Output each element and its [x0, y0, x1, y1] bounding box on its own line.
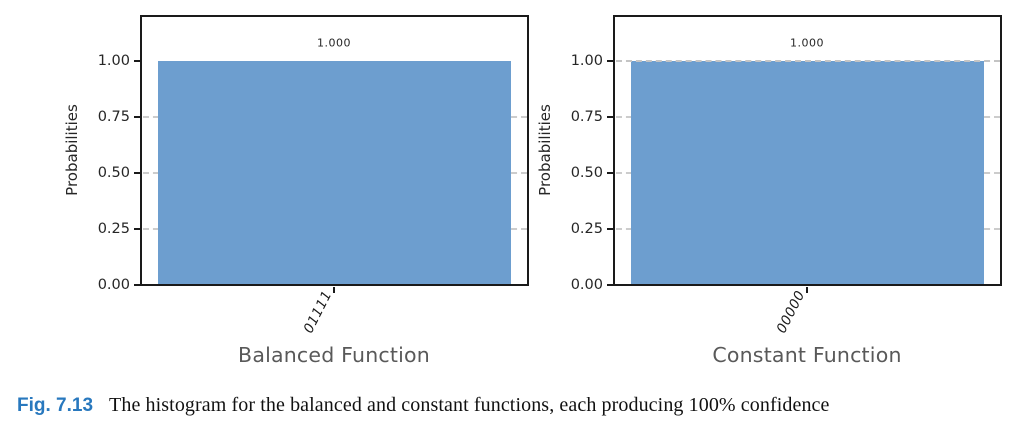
y-tick-mark [134, 60, 141, 62]
bar-value-label: 1.000 [790, 36, 824, 50]
y-tick-mark [607, 228, 614, 230]
plot-frame [613, 15, 1002, 286]
x-axis-title: Balanced Function [238, 343, 430, 367]
gridline-1-00 [616, 60, 1000, 62]
y-tick-label: 0.75 [570, 109, 603, 125]
bar-value-label: 1.000 [317, 36, 351, 50]
figure-caption-text: The histogram for the balanced and const… [109, 394, 830, 416]
y-tick-label: 0.50 [97, 165, 130, 181]
y-tick-mark [134, 116, 141, 118]
x-tick-mark [333, 287, 335, 293]
y-tick-label: 0.00 [97, 277, 130, 293]
y-tick-mark [134, 172, 141, 174]
y-tick-mark [134, 284, 141, 286]
x-tick-mark [806, 287, 808, 293]
x-axis-title: Constant Function [712, 343, 902, 367]
y-tick-label: 0.25 [97, 221, 130, 237]
y-tick-label: 0.25 [570, 221, 603, 237]
x-tick-label: 01111 [300, 288, 336, 336]
y-tick-mark [607, 60, 614, 62]
y-tick-mark [607, 116, 614, 118]
y-tick-mark [134, 228, 141, 230]
constant-function-chart: Probabilities 1.00 0.75 0.50 0.25 0.00 1… [473, 0, 1013, 392]
y-tick-label: 0.00 [570, 277, 603, 293]
y-axis-label: Probabilities [536, 104, 554, 196]
figure-caption-label: Fig. 7.13 [17, 395, 94, 416]
figure-caption: Fig. 7.13 The histogram for the balanced … [17, 394, 1007, 417]
y-tick-label: 0.50 [570, 165, 603, 181]
balanced-function-chart: Probabilities 1.00 0.75 0.50 0.25 0.00 1… [0, 0, 540, 392]
y-tick-label: 1.00 [570, 53, 603, 69]
plot-frame [140, 15, 529, 286]
probability-bar [158, 61, 511, 286]
probability-bar [631, 61, 984, 286]
x-tick-label: 00000 [773, 288, 809, 336]
y-axis-label: Probabilities [63, 104, 81, 196]
y-tick-mark [607, 284, 614, 286]
y-tick-mark [607, 172, 614, 174]
y-tick-label: 0.75 [97, 109, 130, 125]
y-tick-label: 1.00 [97, 53, 130, 69]
